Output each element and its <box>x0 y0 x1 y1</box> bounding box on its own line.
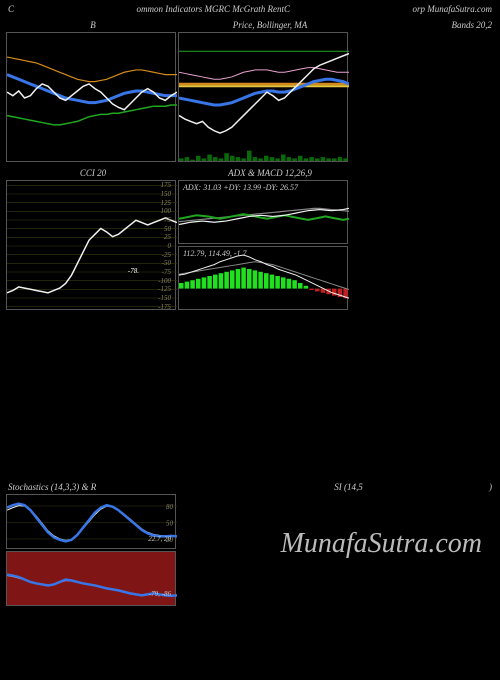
adx-macd-col: ADX: 31.03 +DY: 13.99 -DY: 26.57 112.79,… <box>178 180 348 310</box>
panel-adx: ADX: 31.03 +DY: 13.99 -DY: 26.57 <box>178 180 348 244</box>
title-cci: CCI 20 <box>8 168 178 178</box>
title-adx: ADX & MACD 12,26,9 <box>185 168 355 178</box>
chart-price-1 <box>7 33 177 163</box>
svg-text:80: 80 <box>166 503 174 511</box>
title-bands: Bands 20,2 <box>362 20 492 30</box>
chart-price-2 <box>179 33 349 163</box>
cci-value: -78. <box>128 267 139 275</box>
panel-price-2 <box>178 32 348 162</box>
panel-rsi: -79, -86 <box>6 551 176 606</box>
panel-price-1 <box>6 32 176 162</box>
hdr-left: C <box>8 4 14 14</box>
stoch-value: 22.7, 20 <box>148 535 171 543</box>
row-indicators: 1751501251007550250-25-50-75-100-125-150… <box>0 180 500 310</box>
chart-rsi <box>7 552 177 607</box>
title-si: SI (14,5 <box>334 482 363 492</box>
title-row-2: CCI 20 ADX & MACD 12,26,9 <box>0 166 500 180</box>
adx-text: ADX: 31.03 +DY: 13.99 -DY: 26.57 <box>183 183 298 192</box>
title-paren: ) <box>489 482 492 492</box>
title-stoch: Stochastics (14,3,3) & R <box>8 482 208 492</box>
hdr-right: orp MunafaSutra.com <box>413 4 493 14</box>
macd-text: 112.79, 114.49, -1.7 <box>183 249 246 258</box>
title-price: Price, Bollinger, MA <box>185 20 355 30</box>
cci-ticks: 1751501251007550250-25-50-75-100-125-150… <box>145 181 175 309</box>
svg-text:50: 50 <box>166 520 174 528</box>
title-row-1: B Price, Bollinger, MA Bands 20,2 <box>0 18 500 32</box>
title-row-3: Stochastics (14,3,3) & R SI (14,5 ) <box>0 480 500 494</box>
rsi-value: -79, -86 <box>149 590 171 598</box>
panel-cci: 1751501251007550250-25-50-75-100-125-150… <box>6 180 176 310</box>
row-price <box>0 32 500 162</box>
panel-macd: 112.79, 114.49, -1.7 <box>178 246 348 310</box>
header: C ommon Indicators MGRC McGrath RentC or… <box>0 0 500 18</box>
title-b: B <box>8 20 178 30</box>
panel-stoch: 805020 22.7, 20 <box>6 494 176 549</box>
hdr-mid: ommon Indicators MGRC McGrath RentC <box>137 4 290 14</box>
stoch-col: 805020 22.7, 20 -79, -86 <box>6 494 176 606</box>
row-stoch: 805020 22.7, 20 -79, -86 <box>0 494 500 606</box>
